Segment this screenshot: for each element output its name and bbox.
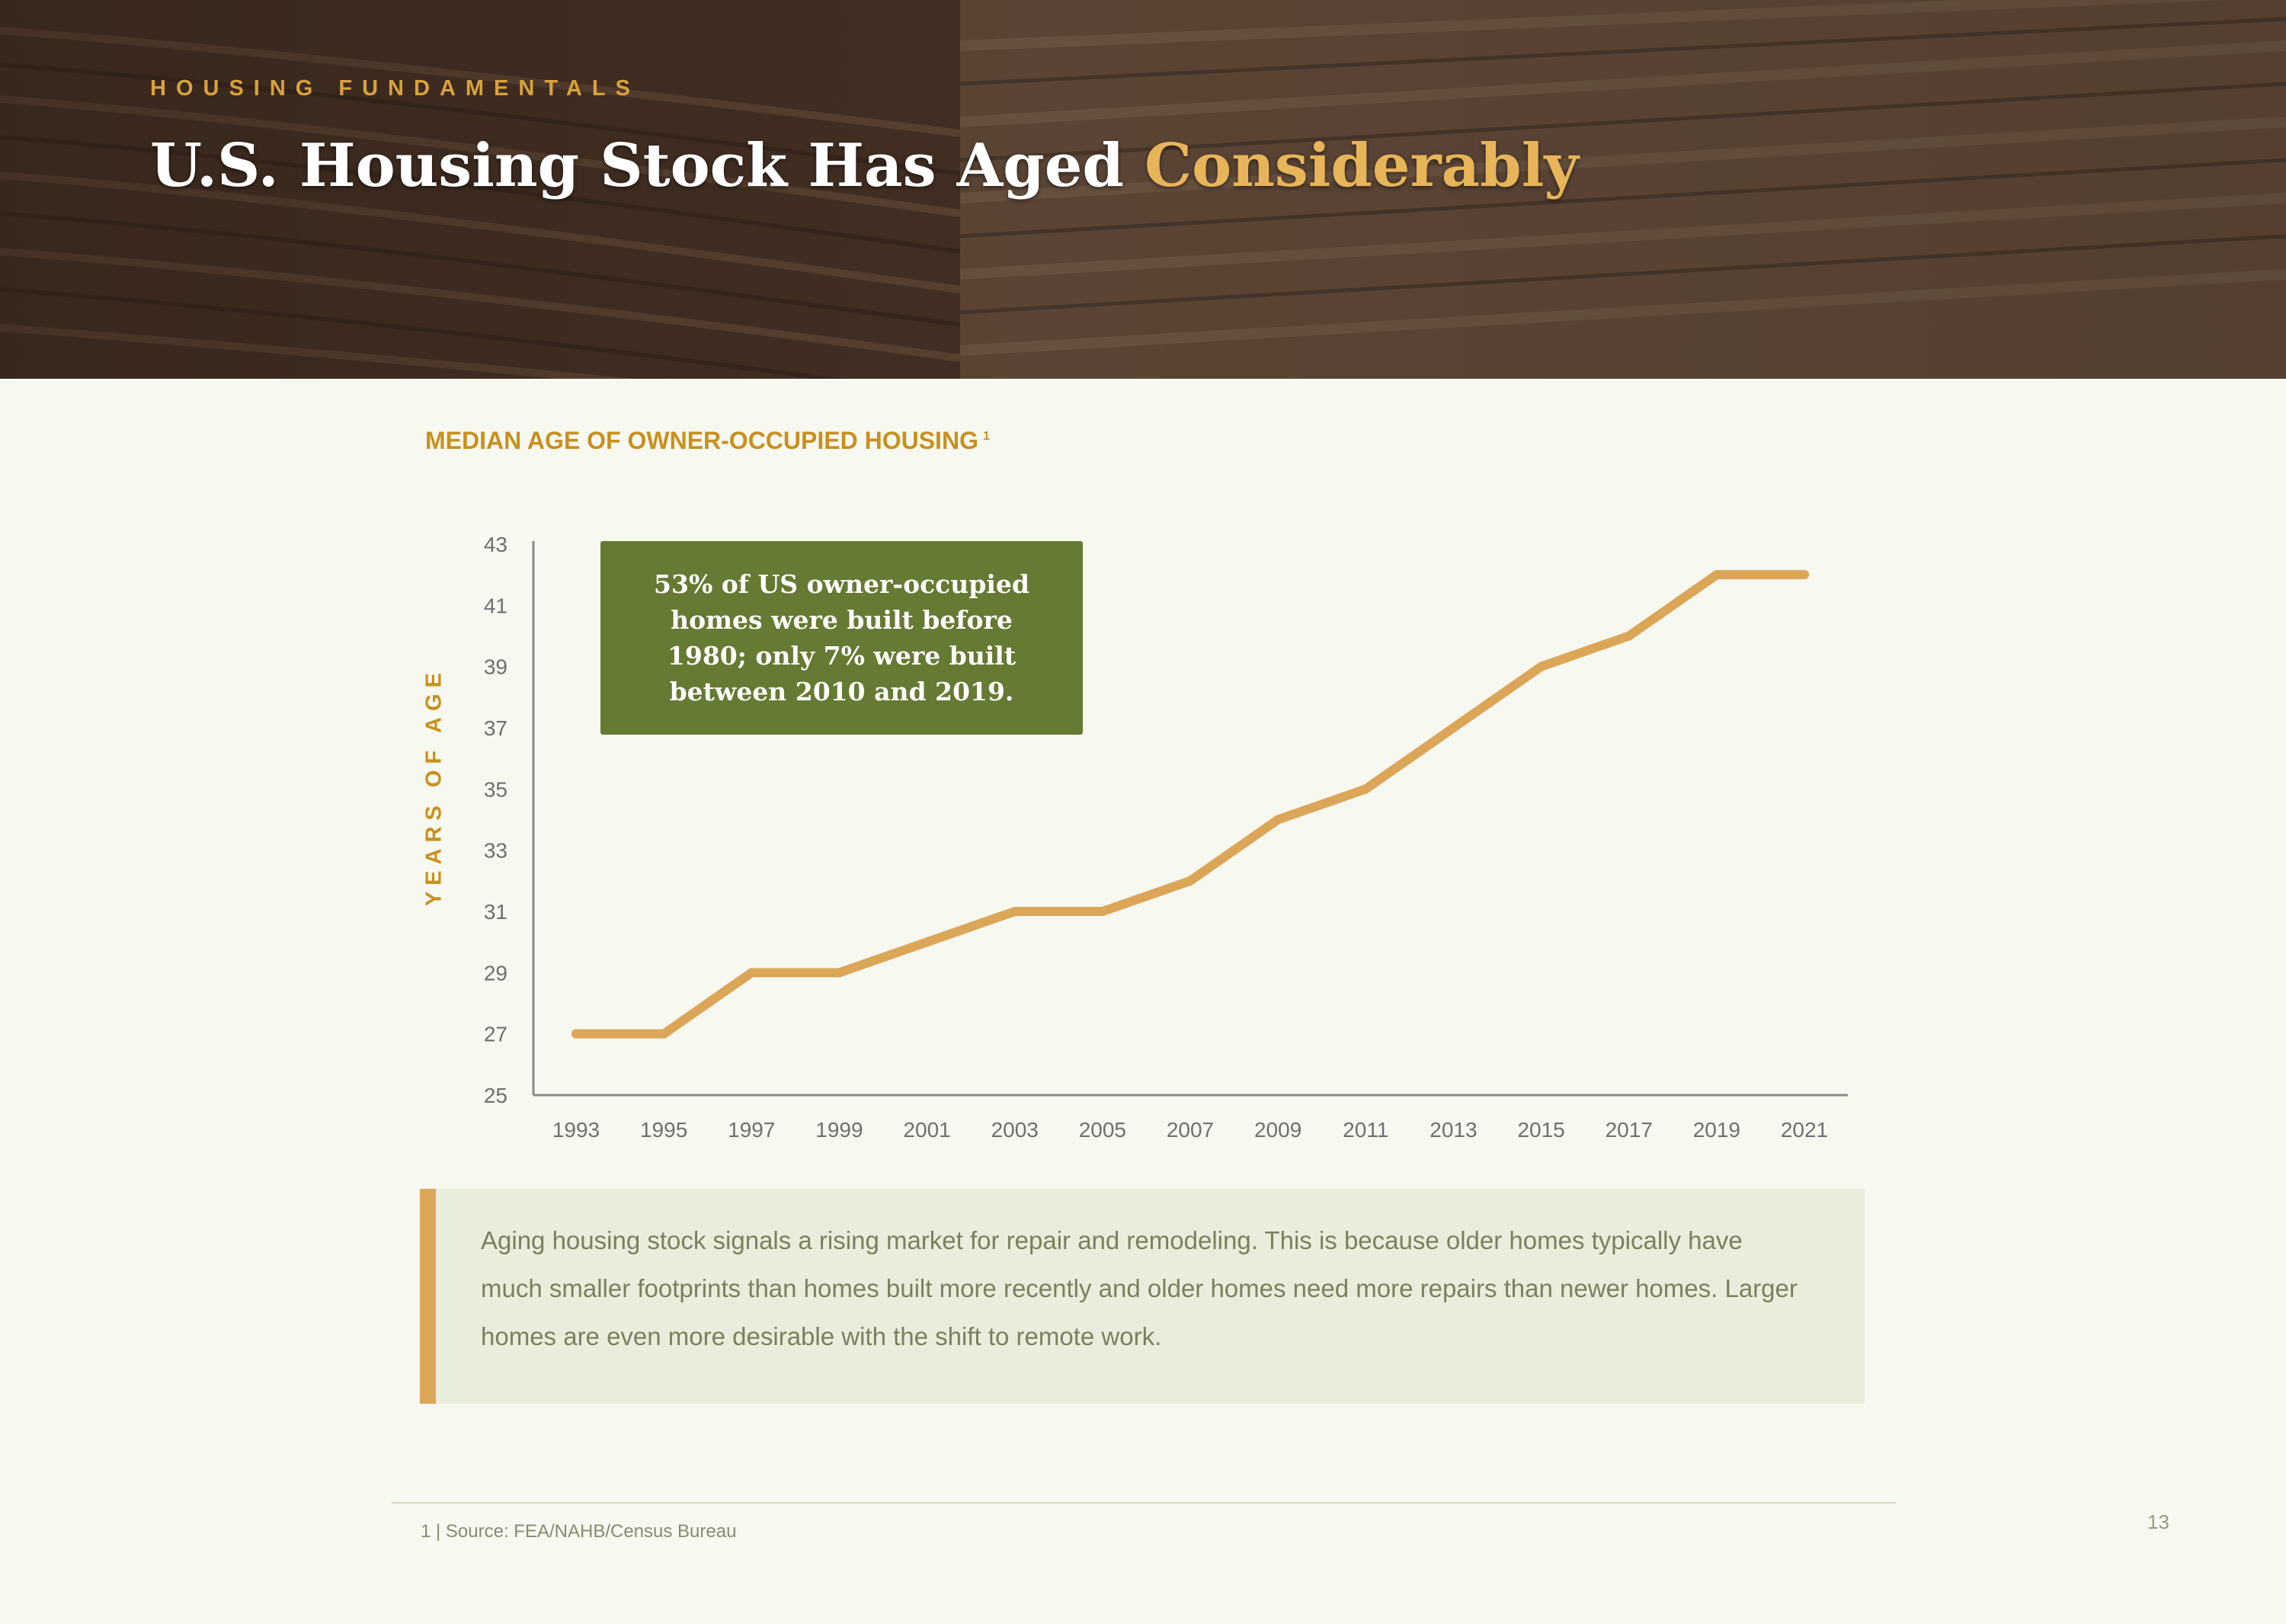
chart-title-text: MEDIAN AGE OF OWNER-OCCUPIED HOUSING <box>425 427 978 454</box>
page-title-main: U.S. Housing Stock Has Aged <box>150 131 1145 200</box>
y-tick-label: 41 <box>484 594 507 617</box>
source-footnote: 1 | Source: FEA/NAHB/Census Bureau <box>421 1521 737 1542</box>
x-tick-label: 2013 <box>1430 1118 1477 1142</box>
data-point <box>572 1029 581 1039</box>
data-point <box>1186 876 1195 886</box>
y-tick-label: 43 <box>484 533 507 556</box>
y-tick-label: 29 <box>484 961 507 985</box>
wood-texture-background <box>0 0 2286 379</box>
y-tick-label: 37 <box>484 716 507 740</box>
x-tick-label: 2015 <box>1517 1118 1564 1142</box>
x-tick-label: 2011 <box>1343 1118 1388 1142</box>
chart-title: MEDIAN AGE OF OWNER-OCCUPIED HOUSING 1 <box>425 427 990 455</box>
x-tick-label: 2009 <box>1254 1118 1301 1142</box>
line-chart: 25 27 29 31 33 35 37 39 41 43 1993 1995 1997 1999 2001… <box>484 533 1848 1142</box>
hero-banner: HOUSING FUNDAMENTALS U.S. Housing Stock … <box>0 0 2286 379</box>
x-tick-label: 2001 <box>903 1118 950 1142</box>
x-tick-label: 2005 <box>1079 1118 1126 1142</box>
page-title-highlight: Considerably <box>1145 131 1579 200</box>
data-point <box>1273 815 1283 825</box>
data-point <box>1010 907 1020 916</box>
page-number: 13 <box>2147 1510 2169 1533</box>
x-tick-label: 2019 <box>1693 1118 1740 1142</box>
y-tick-label: 27 <box>484 1023 507 1046</box>
y-tick-label: 33 <box>484 839 507 863</box>
x-tick-label: 1995 <box>640 1118 687 1142</box>
data-point <box>1361 784 1371 794</box>
data-point <box>1800 570 1809 580</box>
x-tick-label: 1999 <box>815 1118 863 1142</box>
data-point <box>747 968 757 978</box>
x-tick-label: 2017 <box>1606 1118 1653 1142</box>
data-point <box>659 1029 669 1039</box>
y-tick-label: 35 <box>484 777 507 801</box>
chart-title-footnote-mark: 1 <box>982 430 990 444</box>
note-accent-bar <box>420 1189 436 1404</box>
data-point <box>1449 723 1458 732</box>
data-point <box>834 968 844 978</box>
x-tick-label: 2007 <box>1167 1118 1214 1142</box>
x-tick-label: 2021 <box>1781 1118 1828 1142</box>
section-eyebrow: HOUSING FUNDAMENTALS <box>150 76 640 101</box>
insight-note: Aging housing stock signals a rising mar… <box>420 1189 1865 1404</box>
x-tick-label: 1993 <box>552 1118 600 1142</box>
callout-text: 53% of US owner-occupied homes were buil… <box>654 569 1029 706</box>
x-tick-label: 1997 <box>728 1118 775 1142</box>
data-point <box>1536 661 1546 671</box>
data-point <box>1097 907 1107 916</box>
data-point <box>1624 631 1634 641</box>
note-text: Aging housing stock signals a rising mar… <box>481 1226 1798 1350</box>
y-tick-label: 39 <box>484 655 507 679</box>
footer-divider <box>392 1502 1896 1504</box>
x-tick-label: 2003 <box>991 1118 1039 1142</box>
y-tick-label: 31 <box>484 900 507 924</box>
callout-box: 53% of US owner-occupied homes were buil… <box>600 541 1083 735</box>
data-point <box>922 937 932 947</box>
page-title: U.S. Housing Stock Has Aged Considerably <box>150 131 1579 200</box>
data-point <box>1711 570 1721 580</box>
y-tick-label: 25 <box>484 1084 507 1107</box>
